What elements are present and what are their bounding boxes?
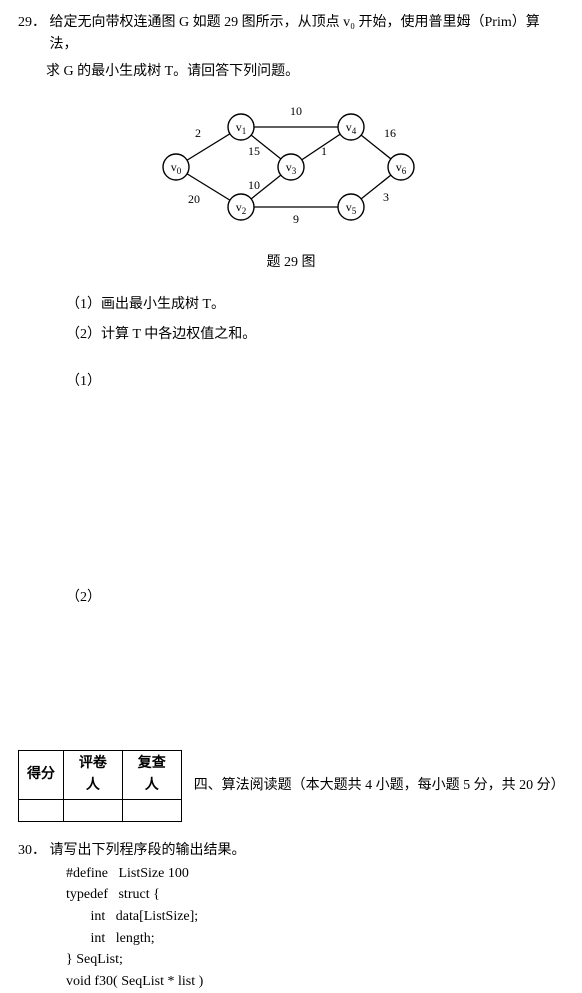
edge-weight: 9 <box>293 212 299 226</box>
graph-figure: 22015101091163v0v1v2v3v4v5v6 <box>18 97 564 245</box>
section-4-row: 得分 评卷人 复查人 四、算法阅读题（本大题共 4 小题，每小题 5 分，共 2… <box>18 750 564 823</box>
answer-space-2 <box>18 610 564 710</box>
q30-code: #define ListSize 100 typedef struct { in… <box>18 863 564 993</box>
q29-number: 29． <box>18 12 46 34</box>
score-cell <box>122 800 181 822</box>
score-header-2: 复查人 <box>122 750 181 800</box>
q30-number: 30． <box>18 840 46 862</box>
score-table: 得分 评卷人 复查人 <box>18 750 182 823</box>
score-cell <box>63 800 122 822</box>
edge-weight: 15 <box>248 144 260 158</box>
question-30: 30． 请写出下列程序段的输出结果。 #define ListSize 100 … <box>18 840 564 993</box>
edge-weight: 10 <box>248 178 260 192</box>
q29-sub1: （1）画出最小生成树 T。 <box>18 294 564 316</box>
edge-weight: 10 <box>290 104 302 118</box>
graph-caption: 题 29 图 <box>18 252 564 274</box>
question-29: 29． 给定无向带权连通图 G 如题 29 图所示，从顶点 v₀ 开始，使用普里… <box>18 12 564 710</box>
edge-weight: 2 <box>195 126 201 140</box>
table-row <box>19 800 182 822</box>
edge-weight: 3 <box>383 190 389 204</box>
q29-line1: 给定无向带权连通图 G 如题 29 图所示，从顶点 v₀ 开始，使用普里姆（Pr… <box>50 12 550 57</box>
score-cell <box>19 800 64 822</box>
q29-line2: 求 G 的最小生成树 T。请回答下列问题。 <box>18 61 564 83</box>
table-row: 得分 评卷人 复查人 <box>19 750 182 800</box>
answer-space-1 <box>18 393 564 563</box>
edge-weight: 1 <box>321 144 327 158</box>
q29-answer1-label: （1） <box>18 371 564 393</box>
q29-sub2: （2）计算 T 中各边权值之和。 <box>18 324 564 346</box>
edge-weight: 16 <box>384 126 396 140</box>
graph-svg: 22015101091163v0v1v2v3v4v5v6 <box>146 97 436 237</box>
edge-weight: 20 <box>188 192 200 206</box>
q30-text: 请写出下列程序段的输出结果。 <box>50 840 550 862</box>
score-header-0: 得分 <box>19 750 64 800</box>
section-4-title: 四、算法阅读题（本大题共 4 小题，每小题 5 分，共 20 分） <box>194 775 564 797</box>
score-header-1: 评卷人 <box>63 750 122 800</box>
q29-answer2-label: （2） <box>18 587 564 609</box>
